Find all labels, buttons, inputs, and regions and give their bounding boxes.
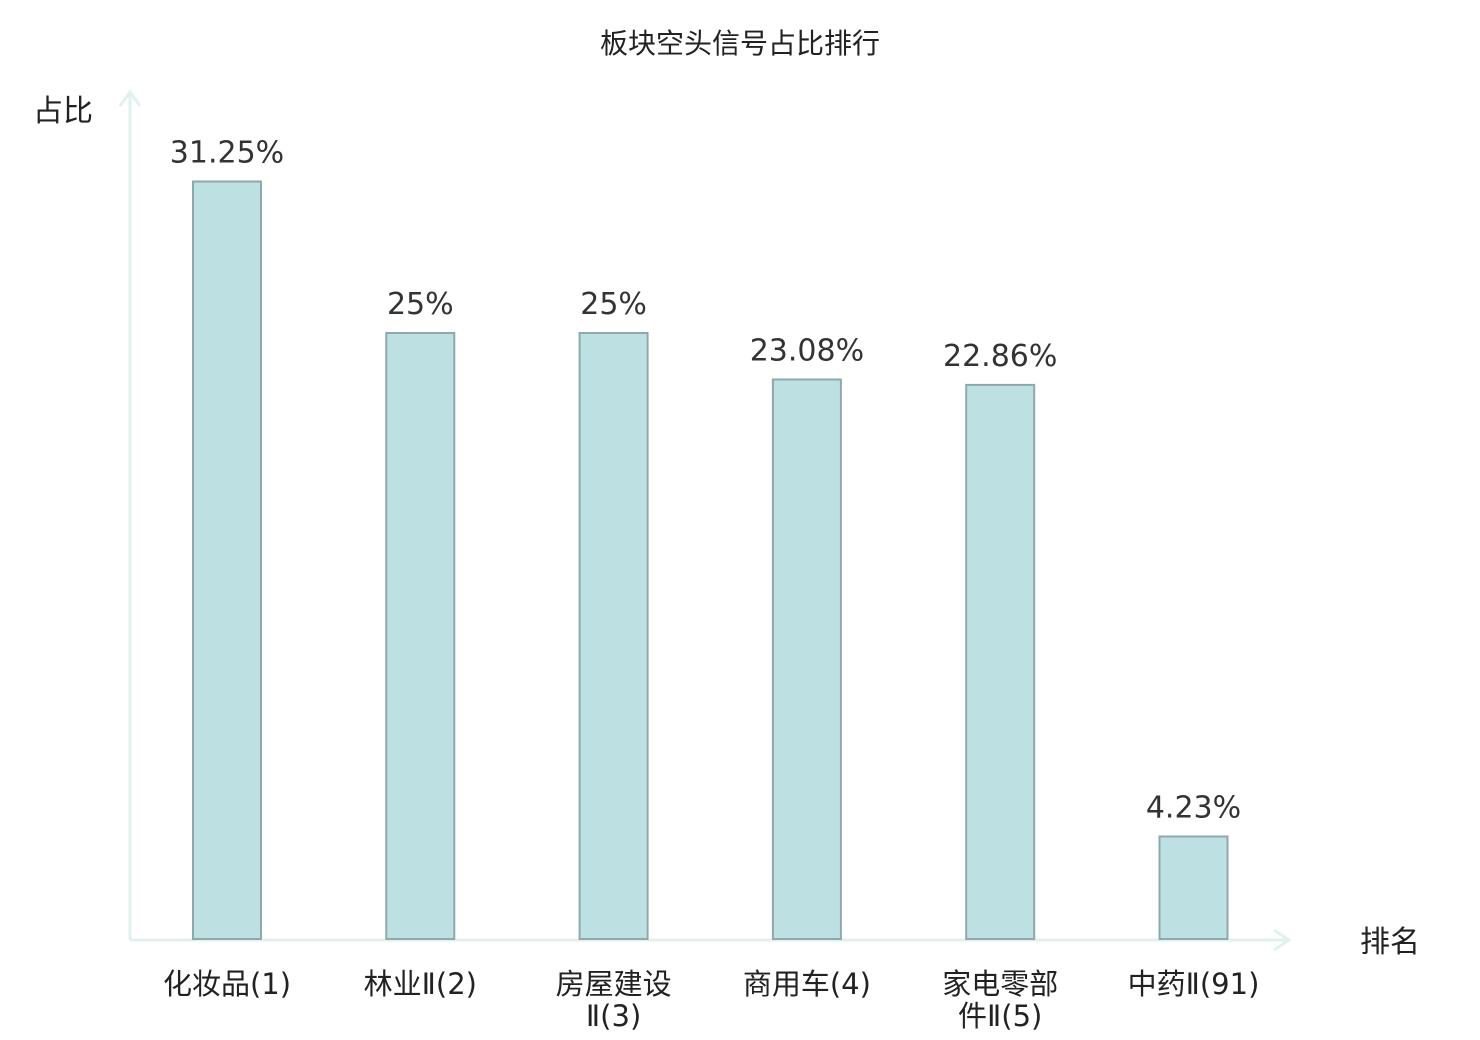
bar (965, 383, 1036, 940)
bar (192, 180, 262, 940)
bar (771, 378, 842, 940)
category-tick-label: 林业Ⅱ(2) (364, 967, 477, 1001)
category-tick-label: 化妆品(1) (163, 967, 291, 1001)
bar-value-label: 25% (580, 287, 647, 322)
y-axis-label: 占比 (33, 94, 93, 129)
bar-value-label: 31.25% (170, 136, 284, 171)
bar-value-label: 4.23% (1146, 791, 1241, 826)
category-tick-label: 件Ⅱ(5) (958, 999, 1042, 1033)
bar-value-label: 25% (387, 287, 454, 322)
category-tick-label: 中药Ⅱ(91) (1128, 967, 1260, 1001)
x-axis-label: 排名 (1360, 925, 1420, 960)
bar-value-label: 22.86% (943, 339, 1057, 374)
bar (1158, 835, 1229, 940)
category-tick-label: 房屋建设 (556, 967, 672, 1001)
category-tick-label: 家电零部 (942, 967, 1058, 1001)
chart-title: 板块空头信号占比排行 (600, 27, 880, 60)
bar (578, 332, 649, 940)
category-tick-label: 商用车(4) (743, 967, 871, 1001)
bar-value-label: 23.08% (750, 334, 864, 369)
x-axis-arrow-icon (1273, 928, 1292, 952)
category-tick-label: Ⅱ(3) (586, 999, 641, 1033)
y-axis-arrow-icon (118, 89, 142, 107)
bar (385, 332, 456, 940)
value-labels-group: 31.25% 25% 25% 23.08% 22.86% 4.23% (170, 136, 1241, 826)
bars-group (192, 180, 1229, 940)
